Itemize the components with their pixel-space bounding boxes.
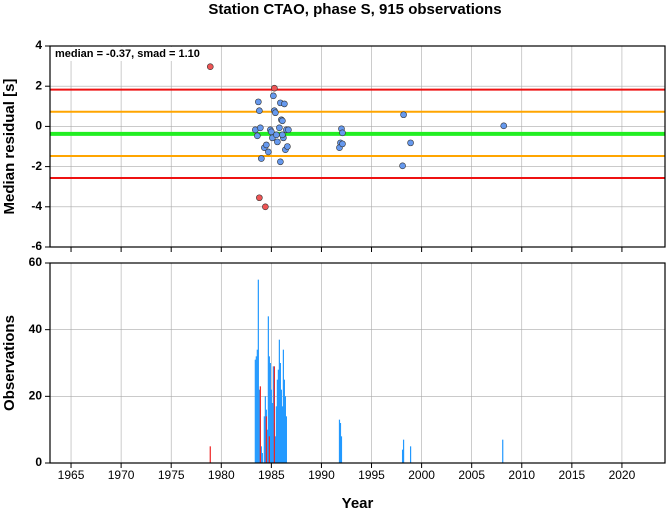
data-point	[258, 155, 265, 162]
histogram-bar	[272, 366, 274, 463]
data-point	[284, 143, 291, 150]
plot-frame	[49, 262, 666, 464]
x-axis-label: Year	[342, 495, 374, 511]
data-point	[255, 98, 262, 106]
y-tick-label: -4	[31, 199, 42, 213]
histogram-bar	[257, 279, 259, 463]
histogram-bar	[284, 396, 286, 463]
x-tick-label: 2010	[508, 468, 535, 482]
histogram-bar	[260, 446, 262, 463]
histogram-bar	[278, 339, 280, 463]
data-point	[272, 109, 279, 117]
y-tick-label: 0	[35, 119, 42, 133]
data-point	[285, 126, 292, 134]
y-tick-label: -2	[31, 159, 42, 173]
y-tick-label: 4	[35, 38, 42, 52]
histogram-bar	[282, 349, 284, 463]
x-tick-label: 1990	[308, 468, 335, 482]
x-tick-label: 1965	[58, 468, 85, 482]
histogram-bar	[275, 406, 277, 463]
histogram-bar	[267, 316, 269, 463]
x-tick-label: 1970	[108, 468, 135, 482]
histogram-bar	[402, 439, 405, 463]
data-point	[256, 107, 263, 115]
histogram-bar	[268, 436, 270, 463]
x-tick-label: 1995	[358, 468, 385, 482]
annotation: median = -0.37, smad = 1.10	[55, 48, 200, 60]
y-tick-label: 0	[35, 455, 42, 469]
histogram-bar	[283, 379, 285, 463]
histogram-bar	[258, 389, 260, 463]
histogram-bar	[259, 386, 261, 463]
data-point	[339, 140, 346, 148]
data-point	[500, 122, 508, 130]
histogram-bar	[269, 363, 271, 463]
y-tick-label: 2	[35, 78, 42, 92]
histogram-bar	[274, 436, 276, 463]
data-point	[281, 100, 288, 108]
histogram-bar	[270, 389, 272, 463]
x-tick-label: 2020	[609, 468, 636, 482]
data-point	[206, 63, 214, 71]
data-point	[262, 203, 269, 211]
histogram-bar	[338, 419, 341, 463]
y-tick-label: 60	[29, 255, 43, 269]
data-point	[273, 131, 280, 139]
histogram-bar	[281, 406, 283, 463]
x-tick-label: 1985	[258, 468, 285, 482]
data-point	[400, 111, 407, 119]
histogram-bar	[265, 416, 267, 463]
x-tick-label: 1975	[158, 468, 185, 482]
histogram-bar	[271, 403, 273, 463]
histogram-bar	[209, 446, 211, 463]
histogram-bar	[409, 446, 412, 463]
x-tick-label: 2005	[458, 468, 485, 482]
data-point	[399, 162, 406, 170]
histogram-bar	[276, 379, 278, 463]
histogram-bar	[339, 423, 342, 463]
histogram-bar	[264, 396, 266, 463]
histogram-bar	[401, 449, 404, 463]
y-tick-label: -6	[31, 239, 42, 253]
histogram-bar	[340, 436, 343, 463]
x-tick-label: 2000	[408, 468, 435, 482]
y-axis-label: Observations	[1, 315, 18, 411]
histogram-bar	[256, 349, 258, 463]
histogram-bar	[280, 389, 282, 463]
histogram-bar	[255, 356, 257, 463]
histogram-bar	[266, 429, 268, 463]
data-point	[271, 84, 278, 92]
y-tick-label: 20	[29, 389, 43, 403]
x-tick-label: 1980	[208, 468, 235, 482]
histogram-bar	[263, 416, 265, 463]
annotation-box	[52, 47, 220, 61]
data-point	[256, 194, 263, 202]
histogram-bar	[277, 369, 279, 463]
data-point	[254, 132, 261, 140]
data-point	[407, 139, 414, 147]
histogram-bar	[285, 416, 287, 463]
y-axis-label: Median residual [s]	[1, 79, 18, 215]
data-point	[276, 124, 283, 132]
histogram-bar	[502, 439, 504, 463]
data-point	[257, 124, 264, 132]
histogram-bar	[268, 356, 270, 463]
histogram-bar	[273, 366, 275, 463]
chart-title: Station CTAO, phase S, 915 observations	[208, 1, 501, 18]
data-point	[279, 117, 286, 125]
data-point	[339, 129, 346, 137]
data-point	[270, 92, 277, 100]
x-tick-label: 2015	[558, 468, 585, 482]
data-point	[265, 148, 272, 156]
plot-frame	[49, 45, 666, 248]
histogram-bar	[261, 453, 263, 463]
histogram-bar	[254, 359, 256, 463]
data-point	[279, 131, 286, 139]
histogram-bar	[279, 363, 281, 463]
data-point	[277, 158, 284, 166]
data-point	[263, 141, 270, 149]
y-tick-label: 40	[29, 322, 43, 336]
data-point	[274, 138, 281, 146]
